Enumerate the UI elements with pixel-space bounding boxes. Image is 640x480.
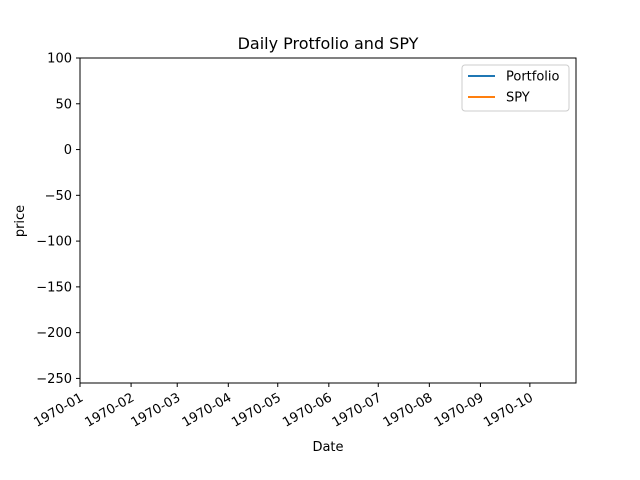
y-tick-label: 0: [64, 143, 72, 158]
legend: Portfolio SPY: [461, 64, 570, 112]
plot-area: [79, 57, 577, 384]
y-tick-label: 100: [47, 52, 72, 67]
y-tick-label: −100: [36, 235, 72, 250]
y-axis: 100 50 0 −50 −100 −150 −200 −250: [36, 52, 80, 387]
chart-title: Daily Protfolio and SPY: [238, 34, 419, 53]
y-tick-label: −50: [45, 189, 72, 204]
y-axis-label: price: [13, 205, 28, 237]
y-tick-label: 50: [55, 97, 72, 112]
legend-label-1: SPY: [506, 91, 530, 106]
legend-label-0: Portfolio: [506, 70, 560, 85]
y-tick-label: −250: [36, 372, 72, 387]
plot-frame: [79, 57, 577, 384]
y-tick-label: −200: [36, 326, 72, 341]
y-tick-label: −150: [36, 280, 72, 295]
x-axis-label: Date: [312, 440, 343, 455]
